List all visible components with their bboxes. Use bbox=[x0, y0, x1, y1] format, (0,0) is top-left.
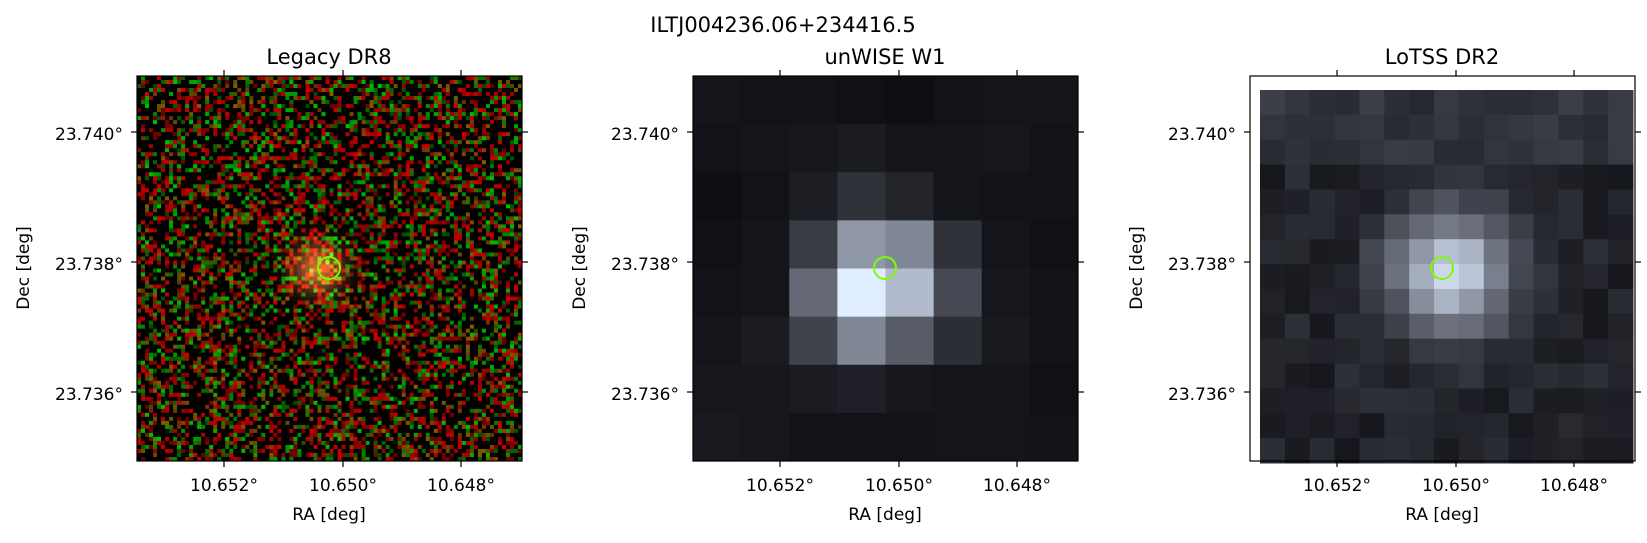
axes-frame bbox=[692, 75, 1079, 462]
axes-frame bbox=[1249, 75, 1636, 462]
panel-unwise-w1: unWISE W1 10.652° 10.650° 10.648° 23.740… bbox=[570, 45, 1084, 525]
y-axis-label: Dec [deg] bbox=[570, 226, 590, 310]
x-axis-label: RA [deg] bbox=[848, 505, 921, 525]
panel-title: LoTSS DR2 bbox=[1385, 45, 1499, 69]
axis-ticks bbox=[1244, 70, 1641, 467]
figure-title: ILTJ004236.06+234416.5 bbox=[650, 13, 915, 37]
axis-ticks bbox=[687, 70, 1084, 467]
ytick-label: 23.736° bbox=[55, 385, 123, 405]
ytick-label: 23.736° bbox=[611, 385, 679, 405]
xtick-label: 10.652° bbox=[1303, 476, 1371, 496]
axis-ticks bbox=[131, 70, 528, 467]
sky-image bbox=[1260, 90, 1634, 464]
y-axis-label: Dec [deg] bbox=[1127, 226, 1147, 310]
xtick-label: 10.648° bbox=[983, 476, 1051, 496]
panel-title: Legacy DR8 bbox=[266, 45, 391, 69]
sky-image bbox=[693, 76, 1079, 462]
source-marker bbox=[873, 256, 897, 280]
ytick-label: 23.738° bbox=[55, 255, 123, 275]
axes-frame bbox=[136, 75, 523, 462]
ytick-label: 23.736° bbox=[1168, 385, 1236, 405]
panel-title: unWISE W1 bbox=[825, 45, 946, 69]
panel-lotss-dr2: LoTSS DR2 10.652° 10.650° 10.648° 23.740… bbox=[1127, 45, 1641, 525]
xtick-label: 10.648° bbox=[1540, 476, 1608, 496]
xtick-label: 10.650° bbox=[1422, 476, 1490, 496]
source-marker bbox=[317, 256, 341, 280]
y-axis-label: Dec [deg] bbox=[14, 226, 34, 310]
source-marker bbox=[1430, 256, 1454, 280]
ytick-label: 23.740° bbox=[55, 125, 123, 145]
panel-legacy-dr8: Legacy DR8 10.652° 10.650° 10.648° 23.74… bbox=[14, 45, 528, 525]
xtick-label: 10.650° bbox=[309, 476, 377, 496]
ytick-label: 23.740° bbox=[611, 125, 679, 145]
sky-image bbox=[137, 76, 523, 462]
ytick-label: 23.740° bbox=[1168, 125, 1236, 145]
xtick-label: 10.648° bbox=[427, 476, 495, 496]
ytick-label: 23.738° bbox=[611, 255, 679, 275]
x-axis-label: RA [deg] bbox=[292, 505, 365, 525]
x-axis-label: RA [deg] bbox=[1405, 505, 1478, 525]
xtick-label: 10.652° bbox=[190, 476, 258, 496]
xtick-label: 10.650° bbox=[865, 476, 933, 496]
xtick-label: 10.652° bbox=[746, 476, 814, 496]
ytick-label: 23.738° bbox=[1168, 255, 1236, 275]
